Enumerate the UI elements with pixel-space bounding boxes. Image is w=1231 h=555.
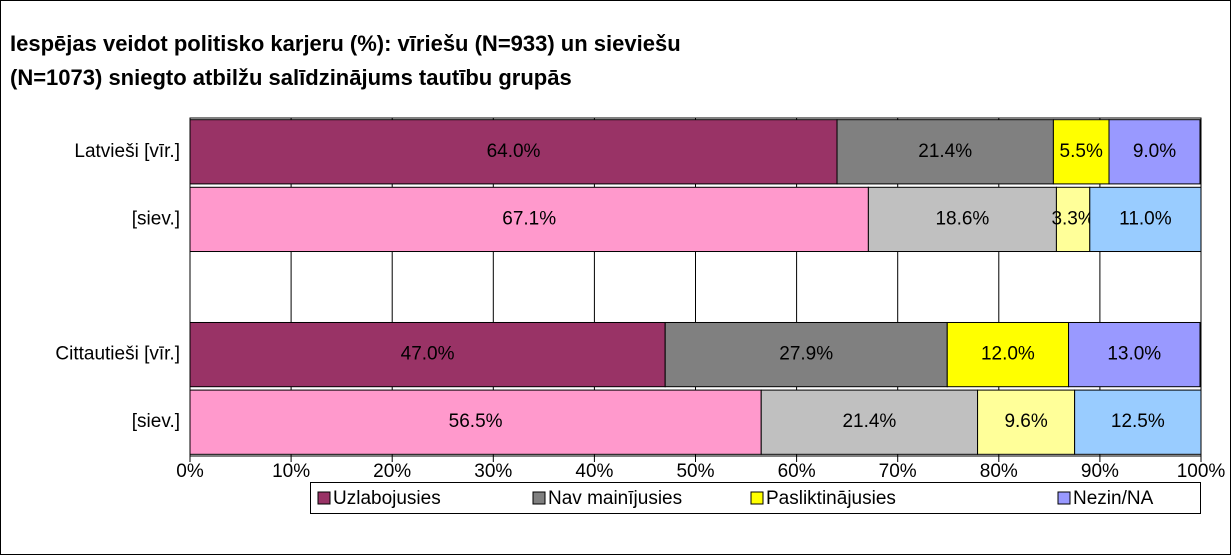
bar-segment — [946, 321, 1070, 388]
data-label: 67.1% — [502, 208, 556, 229]
x-tick-label: 80% — [980, 461, 1018, 482]
x-tick-label: 10% — [272, 461, 310, 482]
y-tick-label: [siev.] — [132, 411, 180, 432]
data-label: 13.0% — [1107, 344, 1161, 365]
x-tick-label: 60% — [778, 461, 816, 482]
data-label: 21.4% — [918, 141, 972, 162]
data-label: 9.6% — [1004, 411, 1047, 432]
x-tick-label: 70% — [879, 461, 917, 482]
x-tick-label: 20% — [373, 461, 411, 482]
data-label: 11.0% — [1119, 208, 1172, 229]
legend-label: Uzlabojusies — [333, 488, 441, 509]
data-label: 64.0% — [487, 141, 541, 162]
plot-border — [189, 117, 1202, 457]
legend-label: Nav mainījusies — [548, 488, 682, 509]
x-tick-label: 30% — [474, 461, 512, 482]
bar-segment — [836, 119, 1054, 185]
bar-segment — [1068, 321, 1201, 388]
bar-segment — [664, 321, 948, 388]
chart-title: (N=1073) sniegto atbilžu salīdzinājums t… — [10, 65, 572, 90]
bar-segment — [189, 186, 869, 253]
data-label: 5.5% — [1060, 141, 1103, 162]
y-tick-label: Latvieši [vīr.] — [74, 141, 180, 162]
chart-title: Iespējas veidot politisko karjeru (%): v… — [10, 31, 681, 56]
x-tick-label: 0% — [176, 461, 204, 482]
bar-segment — [189, 389, 762, 455]
data-label: 12.5% — [1111, 411, 1165, 432]
y-tick-label: Cittautieši [vīr.] — [55, 344, 180, 365]
legend-swatch — [750, 491, 764, 505]
data-label: 47.0% — [401, 344, 455, 365]
bar-segment — [867, 186, 1057, 253]
data-label: 56.5% — [449, 411, 503, 432]
bar-segment — [1089, 186, 1202, 253]
x-tick-label: 90% — [1081, 461, 1119, 482]
legend-swatch — [1057, 491, 1071, 505]
bar-segment — [189, 119, 838, 185]
data-label: 21.4% — [842, 411, 896, 432]
data-label: 3.3% — [1051, 208, 1094, 229]
data-label: 18.6% — [935, 208, 989, 229]
bar-segment — [1074, 389, 1202, 455]
legend-label: Nezin/NA — [1073, 488, 1154, 509]
bar-segment — [189, 321, 666, 388]
data-label: 12.0% — [981, 344, 1035, 365]
x-tick-label: 100% — [1177, 461, 1226, 482]
y-tick-label: [siev.] — [132, 208, 180, 229]
bar-segment — [760, 389, 979, 455]
data-label: 9.0% — [1133, 141, 1176, 162]
data-label: 27.9% — [779, 344, 833, 365]
bar-segment — [1052, 119, 1110, 185]
x-tick-label: 40% — [575, 461, 613, 482]
legend-swatch — [532, 491, 546, 505]
legend-label: Pasliktinājusies — [766, 488, 896, 509]
bar-segment — [1108, 119, 1201, 185]
legend-swatch — [317, 491, 331, 505]
x-tick-label: 50% — [676, 461, 714, 482]
